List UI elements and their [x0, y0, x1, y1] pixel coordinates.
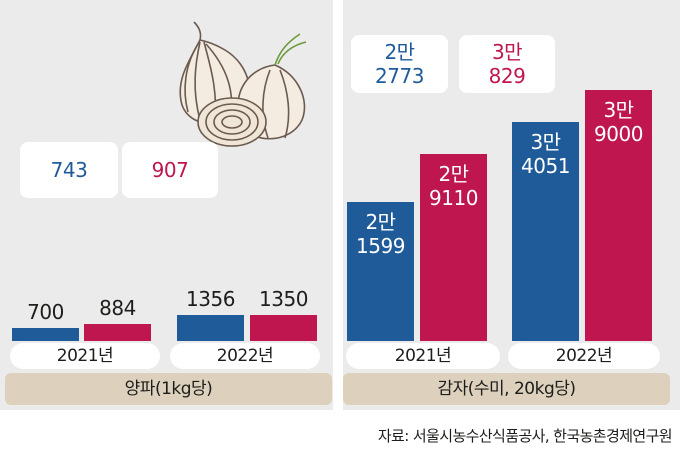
highlight-value-box: 2만 2773 — [351, 35, 448, 93]
bar-value-label: 1356 — [186, 287, 235, 311]
year-label: 2021년 — [10, 343, 160, 369]
highlight-value-box: 3만 829 — [459, 35, 555, 93]
bar-potato-2021년-1 — [420, 154, 487, 341]
bar-value-label: 1350 — [259, 287, 308, 311]
bar-onion-2022년-1 — [250, 315, 317, 341]
bar-value-label: 3만 9000 — [594, 98, 643, 146]
bar-onion-2022년-0 — [177, 315, 244, 341]
bar-value-label: 3만 4051 — [521, 130, 570, 178]
bar-value-label: 2만 1599 — [356, 210, 405, 258]
bar-potato-2022년-0 — [512, 122, 579, 341]
onion-illustration — [179, 21, 307, 147]
bar-value-label: 700 — [27, 300, 64, 324]
bar-value-label: 884 — [99, 296, 136, 320]
bar-potato-2022년-1 — [585, 90, 652, 341]
product-label: 감자(수미, 20kg당) — [343, 373, 670, 405]
year-label: 2021년 — [346, 343, 500, 369]
source-note: 자료: 서울시농수산식품공사, 한국농촌경제연구원 — [377, 427, 673, 445]
highlight-value-box: 743 — [20, 142, 118, 198]
bar-onion-2021년-0 — [12, 328, 79, 341]
highlight-value-box: 907 — [122, 142, 218, 198]
bar-value-label: 2만 9110 — [429, 162, 478, 210]
bar-potato-2021년-0 — [347, 202, 414, 341]
bar-onion-2021년-1 — [84, 324, 151, 341]
product-label: 양파(1kg당) — [5, 373, 332, 405]
year-label: 2022년 — [170, 343, 320, 369]
year-label: 2022년 — [508, 343, 660, 369]
